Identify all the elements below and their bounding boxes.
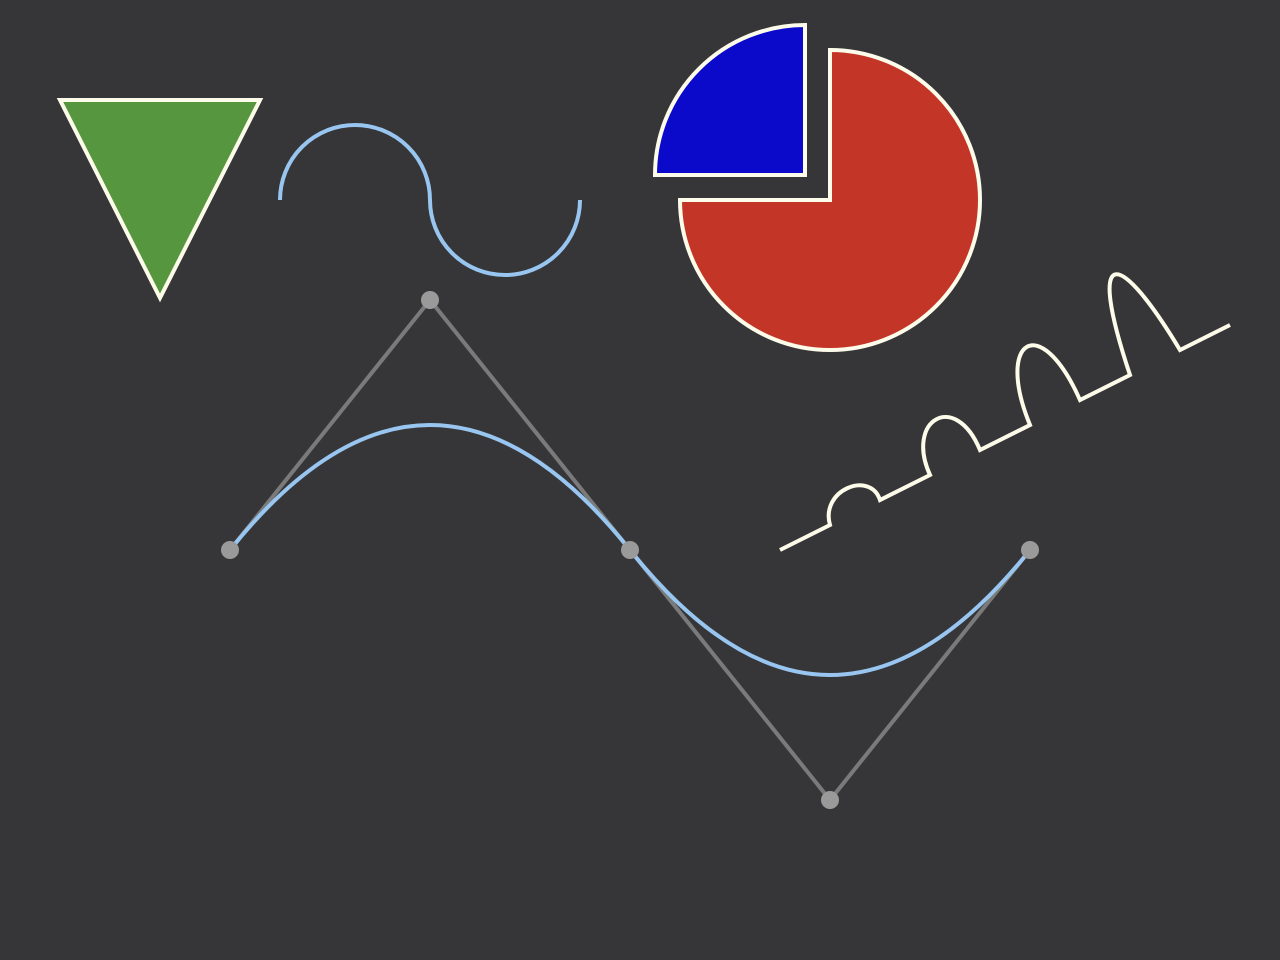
pie-slice-large bbox=[677, 47, 982, 352]
arc-wave-curve bbox=[278, 123, 582, 277]
control-point[interactable] bbox=[1021, 541, 1039, 559]
control-point[interactable] bbox=[421, 291, 439, 309]
control-point[interactable] bbox=[221, 541, 239, 559]
pie-slice-small bbox=[652, 22, 807, 177]
control-point[interactable] bbox=[621, 541, 639, 559]
bezier-control-points bbox=[221, 291, 1039, 809]
control-point[interactable] bbox=[821, 791, 839, 809]
bump-zigzag-curve bbox=[779, 272, 1231, 552]
triangle-shape bbox=[56, 98, 264, 303]
pie-shape bbox=[652, 22, 982, 352]
